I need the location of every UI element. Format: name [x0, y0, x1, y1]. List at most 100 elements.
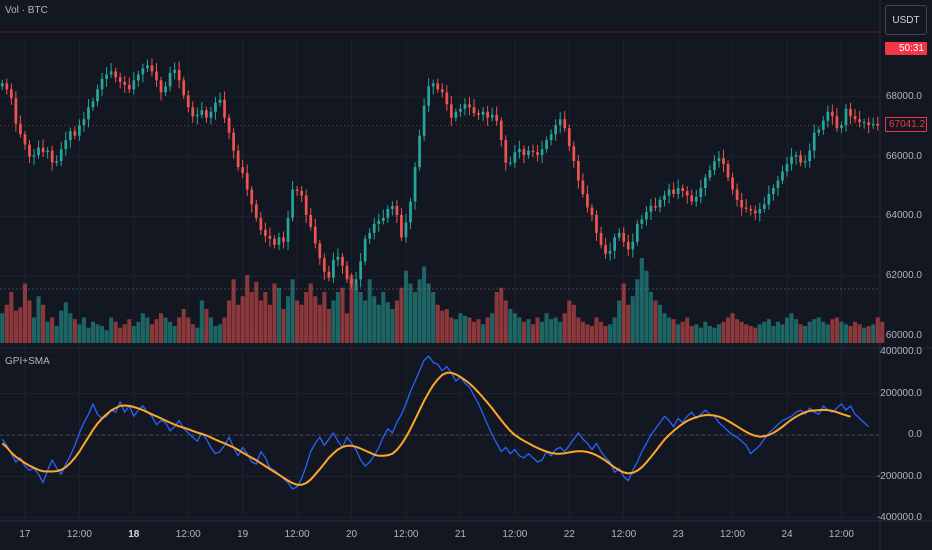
- candle: [363, 235, 367, 265]
- volume-bar: [784, 317, 790, 343]
- volume-bar: [281, 309, 286, 343]
- volume-bar: [476, 319, 481, 343]
- volume-bar: [866, 326, 871, 343]
- candle: [676, 179, 680, 200]
- volume-bar: [18, 307, 23, 343]
- volume-bar: [558, 321, 563, 343]
- candle: [236, 144, 240, 171]
- volume-bar: [267, 304, 272, 343]
- volume-bar: [453, 319, 458, 343]
- volume-bar: [149, 324, 154, 343]
- candle: [273, 235, 276, 249]
- volume-bar: [821, 321, 826, 343]
- candle: [808, 143, 812, 168]
- volume-bar: [721, 321, 726, 343]
- volume-bar: [217, 324, 223, 343]
- volume-bar: [812, 319, 817, 343]
- sma-series-line: [1, 371, 851, 486]
- candle: [200, 101, 204, 119]
- candle: [527, 145, 530, 159]
- candle: [227, 114, 231, 140]
- candle: [377, 213, 381, 232]
- candle: [849, 102, 852, 125]
- time-axis-tick: 12:00: [66, 529, 92, 540]
- candle: [96, 84, 99, 107]
- candle: [19, 115, 22, 138]
- volume-bar: [86, 327, 91, 343]
- volume-bar: [671, 319, 676, 343]
- currency-button[interactable]: USDT: [885, 5, 927, 35]
- volume-bar: [549, 319, 554, 343]
- volume-bar: [626, 304, 631, 343]
- volume-bar: [63, 302, 68, 343]
- candle: [454, 108, 458, 122]
- candle: [32, 149, 36, 165]
- volume-bar: [598, 321, 604, 343]
- volume-bar: [376, 304, 381, 343]
- volume-bar: [190, 324, 195, 343]
- volume-bar: [621, 283, 626, 343]
- volume-bar: [72, 319, 77, 343]
- candle: [105, 67, 108, 87]
- volume-bar: [458, 313, 463, 343]
- volume-bar: [354, 283, 359, 343]
- time-axis-tick: 12:00: [502, 529, 528, 540]
- volume-bar: [27, 300, 32, 343]
- candle: [372, 217, 376, 240]
- time-axis-tick: 21: [454, 529, 466, 540]
- volume-bar: [50, 317, 55, 343]
- candle: [626, 234, 630, 256]
- volume-bar: [272, 283, 277, 343]
- volume-bar: [794, 319, 799, 343]
- volume-bar: [100, 326, 105, 343]
- candle: [0, 79, 4, 90]
- volume-bar: [521, 321, 526, 343]
- candle: [654, 197, 657, 212]
- candle: [449, 95, 453, 126]
- volume-bar: [766, 319, 771, 343]
- candle: [50, 145, 54, 171]
- volume-bar: [304, 292, 309, 343]
- volume-bar: [530, 324, 536, 343]
- candle: [182, 76, 186, 99]
- volume-bar: [322, 292, 327, 343]
- volume-bar: [685, 317, 690, 343]
- candle: [73, 126, 77, 140]
- candle: [518, 140, 521, 159]
- volume-bar: [553, 317, 558, 343]
- volume-bar: [372, 296, 377, 343]
- volume-bar: [95, 324, 100, 343]
- candle: [536, 144, 539, 162]
- volume-bar: [589, 326, 594, 343]
- volume-bar: [739, 321, 744, 343]
- candle: [282, 231, 285, 249]
- candle: [300, 186, 304, 203]
- volume-bar: [694, 324, 699, 343]
- volume-bar: [526, 319, 531, 343]
- candle: [708, 165, 712, 182]
- volume-bar: [648, 292, 653, 343]
- candle: [159, 76, 163, 101]
- candle: [495, 106, 499, 126]
- volume-bar: [54, 326, 59, 343]
- volume-bar: [263, 292, 268, 343]
- candle: [386, 205, 390, 223]
- candle: [740, 192, 744, 216]
- volume-bar: [490, 313, 495, 343]
- candle: [781, 165, 784, 185]
- candle: [341, 253, 344, 274]
- volume-bar: [853, 321, 858, 343]
- candle: [345, 260, 349, 283]
- candle: [844, 103, 848, 132]
- candle: [68, 127, 72, 149]
- volume-bar: [680, 321, 685, 343]
- candle: [336, 248, 340, 267]
- volume-bar: [31, 317, 37, 343]
- volume-bar: [803, 326, 808, 343]
- candle: [223, 91, 226, 123]
- candle: [726, 160, 730, 182]
- volume-bar: [136, 321, 141, 343]
- volume-bar: [204, 309, 209, 343]
- volume-bar: [834, 317, 839, 343]
